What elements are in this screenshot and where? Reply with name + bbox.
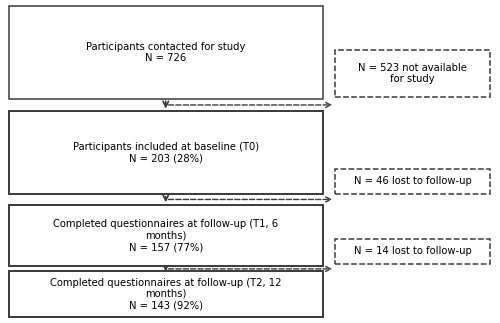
Text: N = 46 lost to follow-up: N = 46 lost to follow-up xyxy=(354,176,472,186)
Text: N = 143 (92%): N = 143 (92%) xyxy=(129,300,203,310)
Text: Participants contacted for study: Participants contacted for study xyxy=(86,42,246,52)
Text: for study: for study xyxy=(390,74,435,84)
Text: N = 726: N = 726 xyxy=(145,53,186,63)
Text: months): months) xyxy=(145,231,186,241)
Text: N = 203 (28%): N = 203 (28%) xyxy=(129,153,202,163)
Text: N = 14 lost to follow-up: N = 14 lost to follow-up xyxy=(354,246,472,256)
Text: N = 157 (77%): N = 157 (77%) xyxy=(128,242,203,252)
Text: Completed questionnaires at follow-up (T1, 6: Completed questionnaires at follow-up (T… xyxy=(53,220,278,229)
Text: Completed questionnaires at follow-up (T2, 12: Completed questionnaires at follow-up (T… xyxy=(50,278,282,287)
Text: N = 523 not available: N = 523 not available xyxy=(358,63,467,73)
Text: Participants included at baseline (T0): Participants included at baseline (T0) xyxy=(72,142,259,152)
Text: months): months) xyxy=(145,289,186,299)
